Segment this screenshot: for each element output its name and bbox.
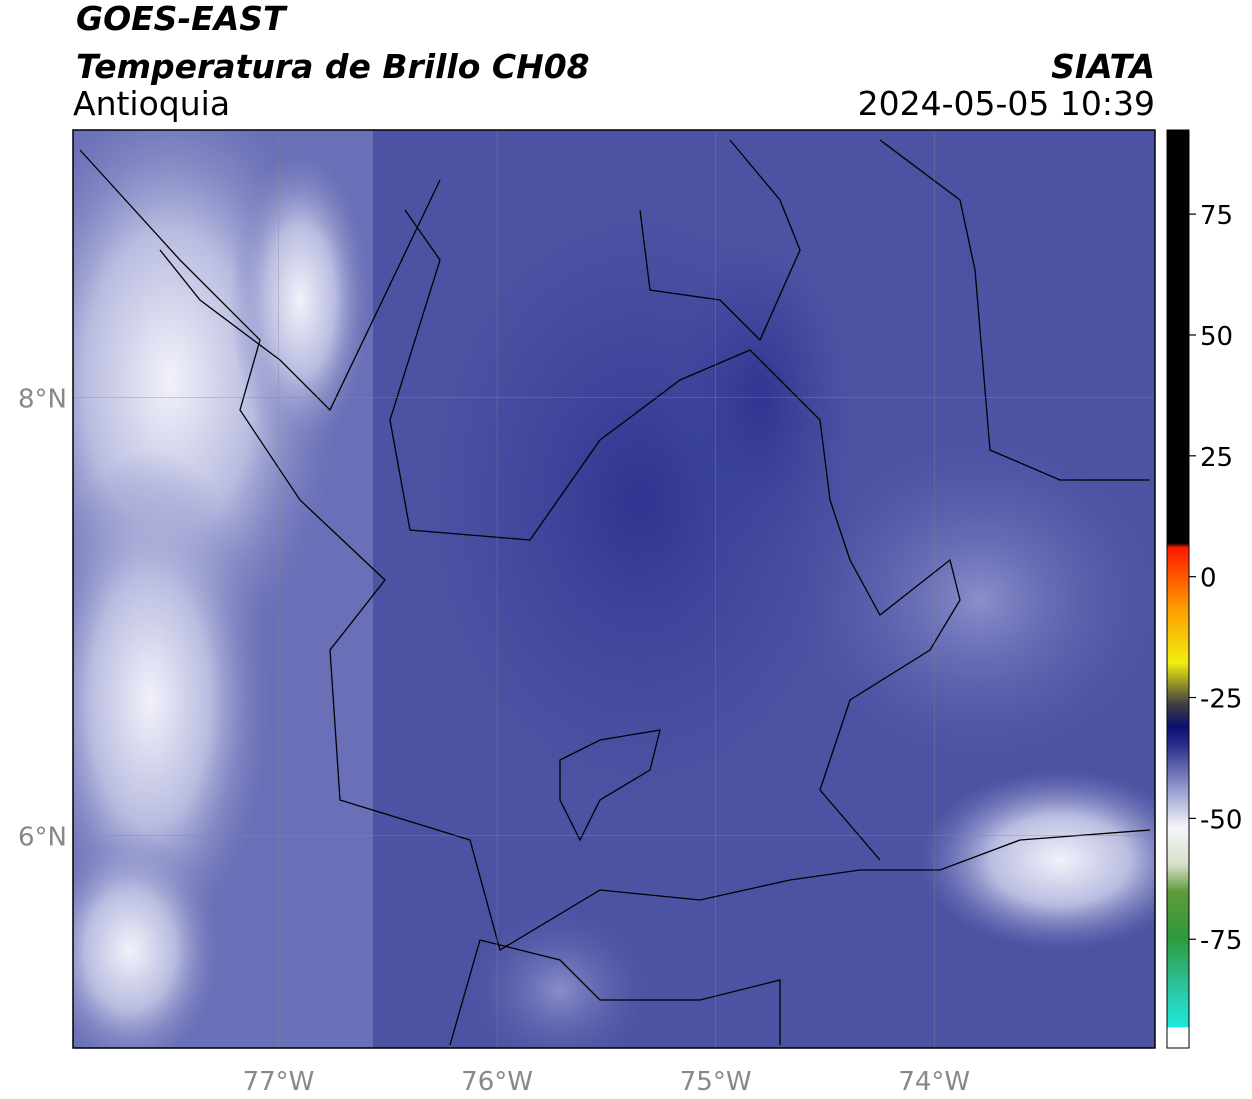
colorbar-tick-label: 25: [1200, 443, 1233, 473]
colorbar: [1166, 129, 1190, 1049]
colorbar-tick-label: 75: [1200, 201, 1233, 231]
colorbar-tick-label: 50: [1200, 322, 1233, 352]
y-tick-label: 8°N: [18, 384, 67, 414]
colorbar-tick-label: -25: [1200, 685, 1242, 715]
organization: SIATA: [1051, 47, 1155, 86]
map-frame: [72, 129, 1156, 1049]
region: Antioquia: [73, 84, 230, 123]
datetime: 2024-05-05 10:39: [858, 84, 1155, 123]
colorbar-tick-label: -50: [1200, 805, 1242, 835]
y-tick-label: 6°N: [18, 822, 67, 852]
x-tick-label: 77°W: [243, 1067, 315, 1097]
x-tick-label: 76°W: [461, 1067, 533, 1097]
x-tick-label: 74°W: [898, 1067, 970, 1097]
colorbar-tick-label: -75: [1200, 926, 1242, 956]
x-tick-label: 75°W: [680, 1067, 752, 1097]
colorbar-tick-label: 0: [1200, 564, 1217, 594]
satellite-image: [73, 130, 1155, 1048]
subtitle: Temperatura de Brillo CH08: [76, 47, 590, 86]
title: GOES-EAST: [76, 0, 288, 38]
